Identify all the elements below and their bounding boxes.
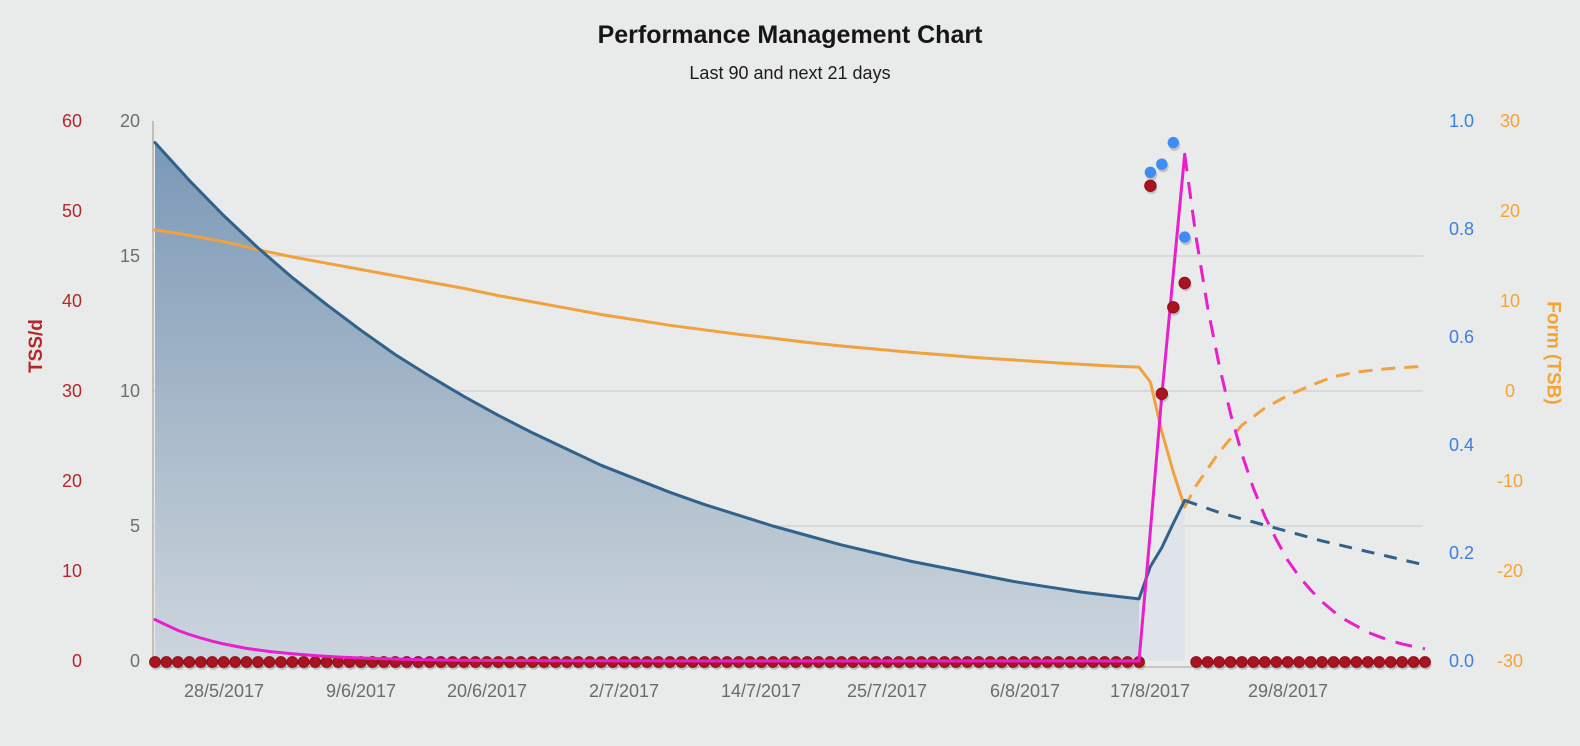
series-fatigue-atl-solid [153, 152, 1187, 663]
series-fitness-ctl-solid [153, 141, 1187, 601]
series-fitness-ctl-forecast [1184, 498, 1426, 567]
chart-subtitle: Last 90 and next 21 days [689, 63, 891, 83]
y-axis-title-tsb: Form (TSB) [1532, 270, 1574, 435]
y-axis-title-tss: TSS/d [16, 263, 58, 428]
chart-title: Performance Management Chart [597, 21, 983, 49]
y-axis-title-tss-text: TSS/d [26, 318, 47, 373]
series-form-tsb-solid [153, 228, 1187, 509]
series-form-tsb-forecast [1183, 364, 1426, 508]
series-fatigue-atl-forecast [1183, 154, 1426, 651]
y-axis-title-tsb-text: Form (TSB) [1543, 300, 1564, 405]
